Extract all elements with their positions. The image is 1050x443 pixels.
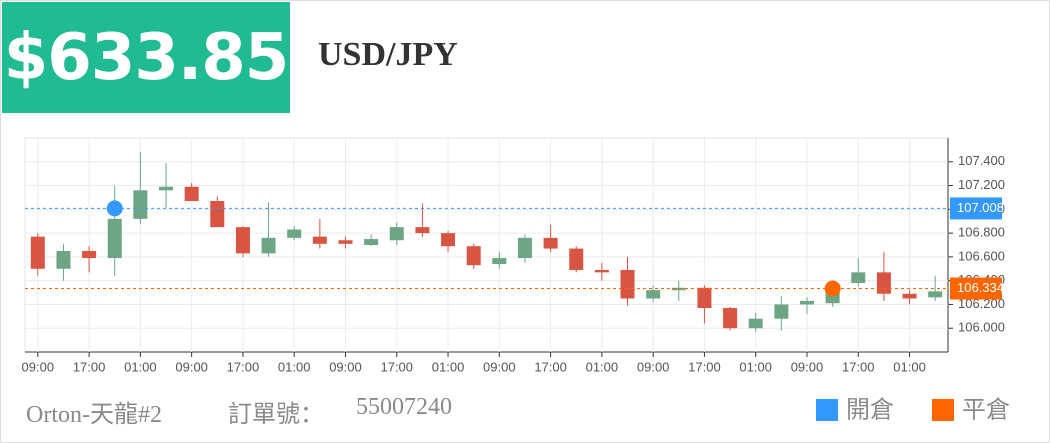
x-tick-label: 09:00 [637, 359, 670, 374]
candle-body [159, 186, 174, 191]
candle-body [902, 293, 917, 299]
y-tick-label: 106.600 [958, 248, 1005, 263]
plot-frame [24, 137, 949, 353]
candle-body [851, 272, 866, 284]
x-tick-label: 09:00 [22, 359, 55, 374]
candle-body [312, 236, 327, 244]
candle-body [389, 227, 404, 241]
candle-body [799, 300, 814, 305]
candle-body [415, 227, 430, 234]
candle-body [594, 269, 609, 273]
candle-body [723, 308, 738, 329]
reference-label: 106.334 [957, 280, 1004, 295]
x-tick-label: 01:00 [586, 359, 619, 374]
candle-body [543, 237, 558, 249]
legend-label: 平倉 [962, 396, 1010, 423]
candle-body [107, 218, 122, 259]
pair: USD/JPY [318, 36, 458, 73]
candle-body [466, 246, 481, 266]
trade-marker [106, 200, 123, 217]
x-tick-label: 01:00 [278, 359, 311, 374]
candle-body [441, 233, 456, 247]
y-tick-label: 106.000 [958, 320, 1005, 335]
reference-label-bg [950, 277, 1002, 300]
candle-body [748, 318, 763, 329]
y-tick-label: 106.200 [958, 296, 1005, 311]
candle-body [876, 272, 891, 294]
x-tick-label: 01:00 [432, 359, 465, 374]
x-tick-label: 09:00 [329, 359, 362, 374]
candle-body [671, 287, 686, 291]
candle-body [517, 237, 532, 259]
order-number: 55007240 [356, 394, 452, 420]
x-tick-label: 01:00 [739, 359, 772, 374]
x-tick-label: 17:00 [227, 359, 260, 374]
candle-body [364, 239, 379, 245]
candle-body [261, 237, 276, 254]
candle-body [697, 287, 712, 309]
x-tick-label: 17:00 [380, 359, 413, 374]
price: $633.85 [2, 2, 290, 113]
legend-swatch [816, 399, 838, 421]
candle-body [82, 250, 97, 259]
order-label: 訂單號： [228, 402, 324, 428]
candle-body [235, 227, 250, 254]
x-tick-label: 09:00 [175, 359, 208, 374]
x-tick-label: 01:00 [893, 359, 926, 374]
candle-body [210, 201, 225, 228]
x-tick-label: 09:00 [483, 359, 516, 374]
candle-body [133, 190, 148, 219]
candle-body [56, 250, 71, 269]
y-tick-label: 106.800 [958, 225, 1005, 240]
x-tick-label: 17:00 [534, 359, 567, 374]
candle-body [492, 258, 507, 265]
reference-label-bg [950, 197, 1002, 220]
legend-label: 開倉 [846, 396, 894, 423]
x-tick-label: 17:00 [73, 359, 106, 374]
legend-swatch [932, 399, 954, 421]
candle-body [620, 269, 635, 299]
reference-label: 107.008 [957, 200, 1004, 215]
x-tick-label: 17:00 [688, 359, 721, 374]
x-tick-label: 01:00 [124, 359, 157, 374]
candle-body [774, 304, 789, 319]
candle-body [569, 248, 584, 270]
x-tick-label: 09:00 [791, 359, 824, 374]
candle-body [287, 229, 302, 238]
trade-marker [824, 280, 841, 297]
candle-body [928, 291, 943, 298]
candle-body [646, 290, 661, 299]
candle-body [184, 186, 199, 202]
candle-body [338, 240, 353, 244]
account: Orton-天龍#2 [26, 402, 162, 428]
candle-body [30, 236, 45, 269]
y-tick-label: 107.400 [958, 153, 1005, 168]
y-tick-label: 107.200 [958, 177, 1005, 192]
x-tick-label: 17:00 [842, 359, 875, 374]
